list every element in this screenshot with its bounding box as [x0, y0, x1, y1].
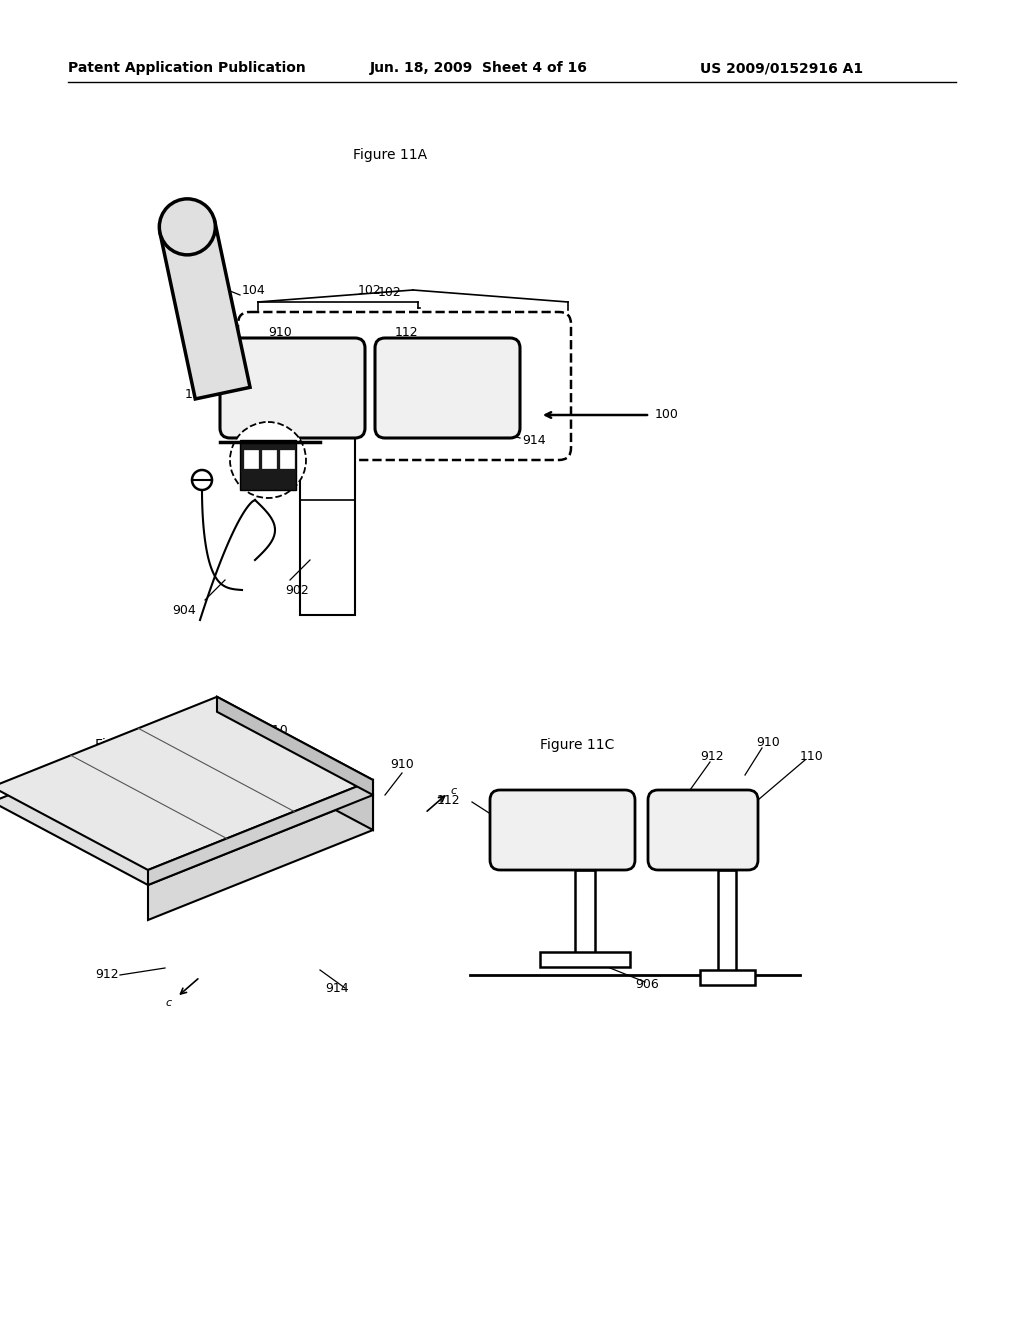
Polygon shape: [160, 220, 250, 399]
Bar: [262, 450, 276, 469]
Polygon shape: [0, 711, 373, 884]
FancyBboxPatch shape: [375, 338, 520, 438]
Text: c: c: [450, 785, 456, 796]
Text: 910: 910: [756, 735, 779, 748]
Text: c: c: [165, 998, 171, 1008]
Bar: [575, 870, 595, 954]
Text: 104: 104: [242, 284, 266, 297]
Circle shape: [230, 422, 306, 498]
Bar: [244, 450, 258, 469]
Text: 912: 912: [95, 969, 119, 982]
Polygon shape: [148, 780, 373, 884]
Bar: [300, 436, 355, 615]
Text: Jun. 18, 2009  Sheet 4 of 16: Jun. 18, 2009 Sheet 4 of 16: [370, 61, 588, 75]
Text: 112: 112: [88, 799, 112, 812]
Text: 102: 102: [378, 285, 401, 298]
Text: Patent Application Publication: Patent Application Publication: [68, 61, 306, 75]
Bar: [540, 952, 630, 968]
Bar: [718, 870, 736, 975]
Text: 102: 102: [358, 284, 382, 297]
Bar: [700, 970, 755, 985]
Text: 906: 906: [635, 978, 658, 991]
Polygon shape: [217, 711, 373, 830]
Text: 902: 902: [285, 583, 309, 597]
Text: 110: 110: [800, 750, 823, 763]
Text: 110: 110: [265, 723, 289, 737]
Text: 112: 112: [436, 793, 460, 807]
Text: 910: 910: [268, 326, 292, 338]
Bar: [280, 450, 294, 469]
Text: Figure 11A: Figure 11A: [353, 148, 427, 162]
Circle shape: [193, 470, 212, 490]
Text: Figure 11B: Figure 11B: [95, 738, 169, 752]
Text: 100: 100: [655, 408, 679, 421]
Circle shape: [160, 199, 215, 255]
Polygon shape: [148, 795, 373, 920]
Text: 112: 112: [395, 326, 419, 338]
Text: 904: 904: [172, 603, 196, 616]
FancyBboxPatch shape: [648, 789, 758, 870]
Text: 910: 910: [390, 759, 414, 771]
Text: Figure 11C: Figure 11C: [540, 738, 614, 752]
Bar: [240, 440, 296, 490]
FancyBboxPatch shape: [220, 338, 365, 438]
FancyBboxPatch shape: [490, 789, 635, 870]
Polygon shape: [217, 697, 373, 795]
Text: US 2009/0152916 A1: US 2009/0152916 A1: [700, 61, 863, 75]
Text: 110: 110: [185, 388, 209, 401]
Polygon shape: [0, 697, 373, 870]
Text: 912: 912: [700, 750, 724, 763]
Text: 914: 914: [325, 982, 348, 994]
Text: 914: 914: [522, 433, 546, 446]
